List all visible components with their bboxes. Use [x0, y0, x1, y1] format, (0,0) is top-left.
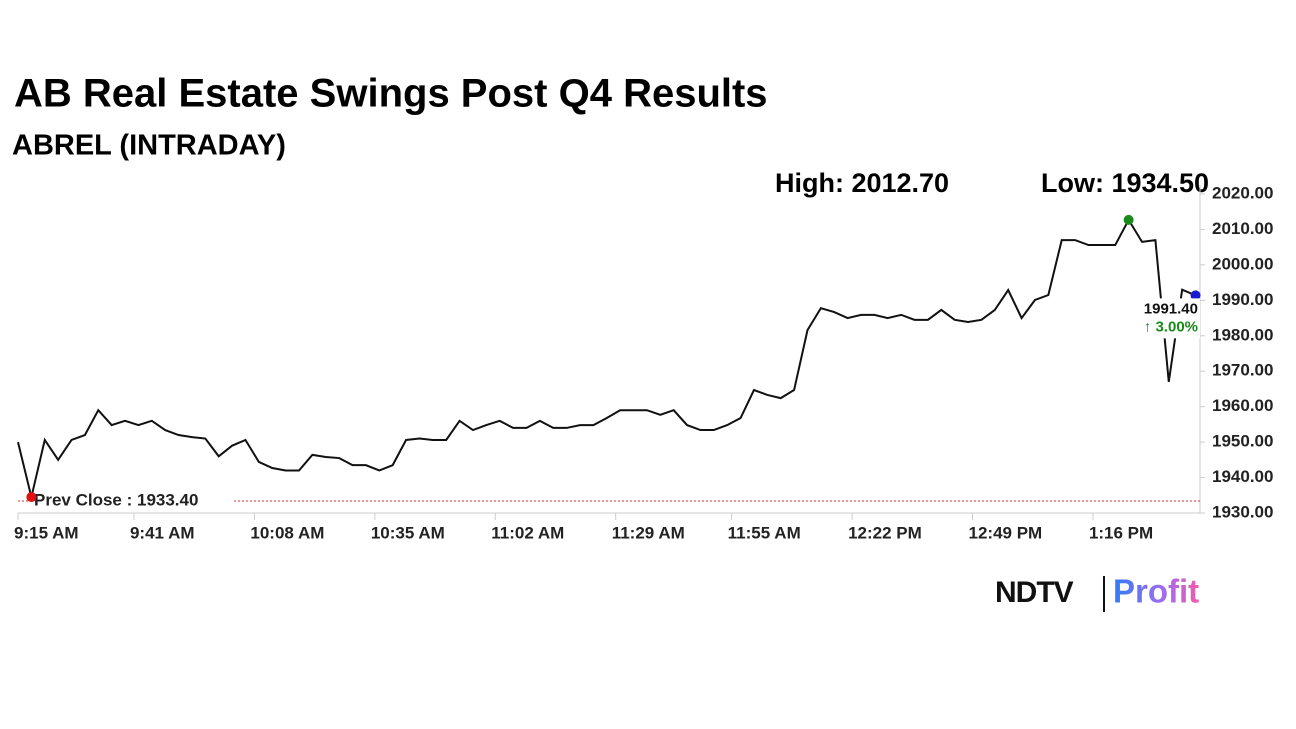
chart-subtitle: ABREL (INTRADAY) [12, 130, 286, 162]
y-tick-label: 1950.00 [1212, 432, 1273, 451]
price-line [17, 217, 1196, 498]
chart-title: AB Real Estate Swings Post Q4 Results [14, 72, 768, 116]
y-tick-label: 1970.00 [1212, 361, 1273, 380]
y-tick-label: 2000.00 [1212, 254, 1273, 273]
y-tick-label: 1960.00 [1212, 396, 1273, 415]
y-tick-label: 1930.00 [1212, 502, 1273, 521]
last-marker [1190, 290, 1201, 301]
low-label: Low: 1934.50 [1041, 168, 1209, 198]
x-tick-label: 10:35 AM [371, 523, 445, 542]
y-tick-label: 1940.00 [1212, 467, 1273, 486]
x-tick-label: 11:29 AM [612, 523, 685, 542]
prev-close-label: Prev Close : 1933.40 [34, 490, 198, 509]
x-tick-label: 12:22 PM [848, 523, 922, 542]
change-label: ↑ 3.00% [1144, 318, 1198, 335]
x-tick-label: 10:08 AM [250, 523, 324, 542]
low-marker [26, 492, 37, 503]
logo-product: Profit [1113, 573, 1199, 610]
high-marker [1123, 214, 1134, 225]
prev-close-bg [30, 488, 234, 511]
last-bg [1134, 298, 1200, 339]
y-tick-label: 1990.00 [1212, 290, 1273, 309]
y-tick-label: 1980.00 [1212, 325, 1273, 344]
x-tick-label: 11:55 AM [728, 523, 801, 542]
x-tick-label: 1:16 PM [1089, 523, 1153, 542]
x-tick-label: 12:49 PM [969, 523, 1043, 542]
x-tick-label: 9:41 AM [130, 523, 195, 542]
high-label: High: 2012.70 [775, 168, 949, 198]
logo-brand: NDTV [995, 576, 1074, 609]
x-tick-label: 11:02 AM [491, 523, 564, 542]
x-tick-label: 9:15 AM [14, 523, 79, 542]
y-tick-label: 2010.00 [1212, 219, 1273, 238]
last-label: 1991.40 [1144, 300, 1198, 317]
y-tick-label: 2020.00 [1212, 183, 1273, 202]
